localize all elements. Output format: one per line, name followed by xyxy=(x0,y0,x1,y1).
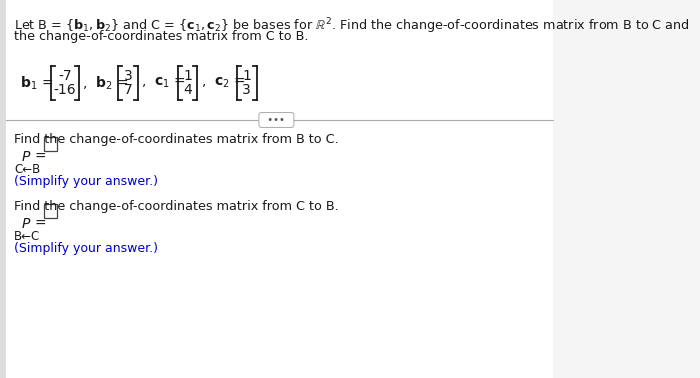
Text: 1: 1 xyxy=(242,69,251,83)
Text: •••: ••• xyxy=(261,115,291,125)
Text: ,  $\mathbf{b}_2$ =: , $\mathbf{b}_2$ = xyxy=(82,74,129,92)
Text: 3: 3 xyxy=(242,83,251,97)
Text: Find the change-of-coordinates matrix from B to C.: Find the change-of-coordinates matrix fr… xyxy=(14,133,339,146)
Text: Let B = $\{\mathbf{b}_1,\mathbf{b}_2\}$ and C = $\{\mathbf{c}_1,\mathbf{c}_2\}$ : Let B = $\{\mathbf{b}_1,\mathbf{b}_2\}$ … xyxy=(14,16,690,36)
Text: -16: -16 xyxy=(54,83,76,97)
Text: ,  $\mathbf{c}_2$ =: , $\mathbf{c}_2$ = xyxy=(201,76,245,90)
Text: ,  $\mathbf{c}_1$ =: , $\mathbf{c}_1$ = xyxy=(141,76,186,90)
Text: 3: 3 xyxy=(124,69,133,83)
Text: $\mathbf{b}_1$ =: $\mathbf{b}_1$ = xyxy=(20,74,53,92)
Text: =: = xyxy=(35,217,46,231)
Text: B←C: B←C xyxy=(14,230,41,243)
Text: (Simplify your answer.): (Simplify your answer.) xyxy=(14,242,158,255)
Text: -7: -7 xyxy=(58,69,72,83)
Bar xyxy=(44,204,57,218)
Text: P: P xyxy=(22,150,31,164)
Text: (Simplify your answer.): (Simplify your answer.) xyxy=(14,175,158,188)
Text: the change-of-coordinates matrix from C to B.: the change-of-coordinates matrix from C … xyxy=(14,30,309,43)
Bar xyxy=(44,137,57,151)
Bar xyxy=(0,0,6,378)
Text: 1: 1 xyxy=(183,69,192,83)
Text: C←B: C←B xyxy=(14,163,41,176)
Text: Find the change-of-coordinates matrix from C to B.: Find the change-of-coordinates matrix fr… xyxy=(14,200,339,213)
Text: 4: 4 xyxy=(183,83,192,97)
Text: P: P xyxy=(22,217,31,231)
Text: =: = xyxy=(35,150,46,164)
Text: 7: 7 xyxy=(124,83,133,97)
